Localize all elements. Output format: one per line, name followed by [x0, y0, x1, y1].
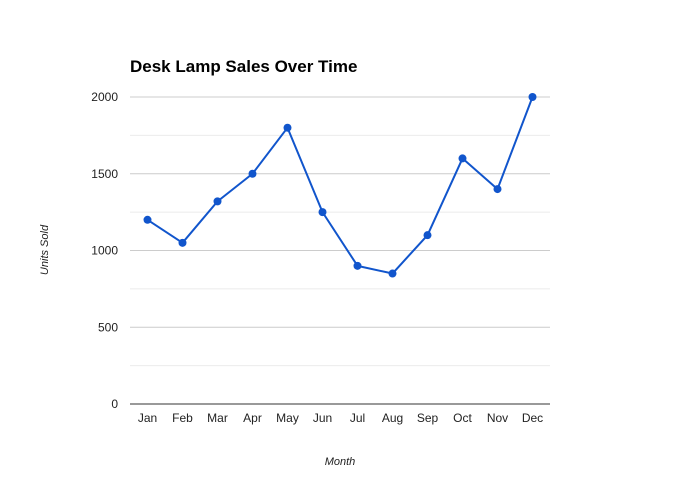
x-axis-title: Month — [325, 456, 356, 468]
data-point — [493, 185, 502, 194]
x-tick-label: Jan — [138, 411, 157, 425]
y-tick-label: 1500 — [91, 167, 118, 181]
data-point — [213, 197, 222, 206]
y-tick-label: 0 — [111, 397, 118, 411]
x-tick-label: Oct — [453, 411, 472, 425]
data-point — [458, 154, 467, 163]
y-tick-label: 500 — [98, 320, 118, 334]
data-point — [528, 93, 537, 101]
x-tick-label: Mar — [207, 411, 228, 425]
x-tick-label: Jul — [350, 411, 365, 425]
data-point — [388, 269, 397, 278]
x-tick-label: Apr — [243, 411, 262, 425]
gridlines — [130, 96, 550, 367]
x-tick-label: Aug — [382, 411, 403, 425]
y-tick-label: 2000 — [91, 90, 118, 104]
x-tick-label: Jun — [313, 411, 332, 425]
x-tick-label: Nov — [487, 411, 508, 425]
x-tick-label: Sep — [417, 411, 439, 425]
y-tick-label: 1000 — [91, 244, 118, 258]
x-tick-label: Dec — [522, 411, 543, 425]
x-tick-label: May — [276, 411, 299, 425]
data-point — [353, 261, 362, 270]
series-line — [146, 96, 534, 275]
data-point — [283, 123, 292, 132]
chart-title: Desk Lamp Sales Over Time — [130, 57, 357, 76]
data-point — [318, 208, 327, 217]
x-tick-label: Feb — [172, 411, 193, 425]
data-point — [248, 169, 257, 178]
data-point — [178, 238, 187, 247]
data-point — [143, 215, 152, 224]
x-axis-tick-labels: Jan Feb Mar Apr May Jun Jul Aug Sep Oct Nov Dec — [138, 411, 543, 425]
y-axis-tick-labels: 0 500 1000 1500 2000 — [91, 90, 118, 411]
y-axis-title: Units Sold — [39, 224, 51, 275]
data-point — [423, 231, 432, 240]
series-layer — [143, 93, 537, 278]
